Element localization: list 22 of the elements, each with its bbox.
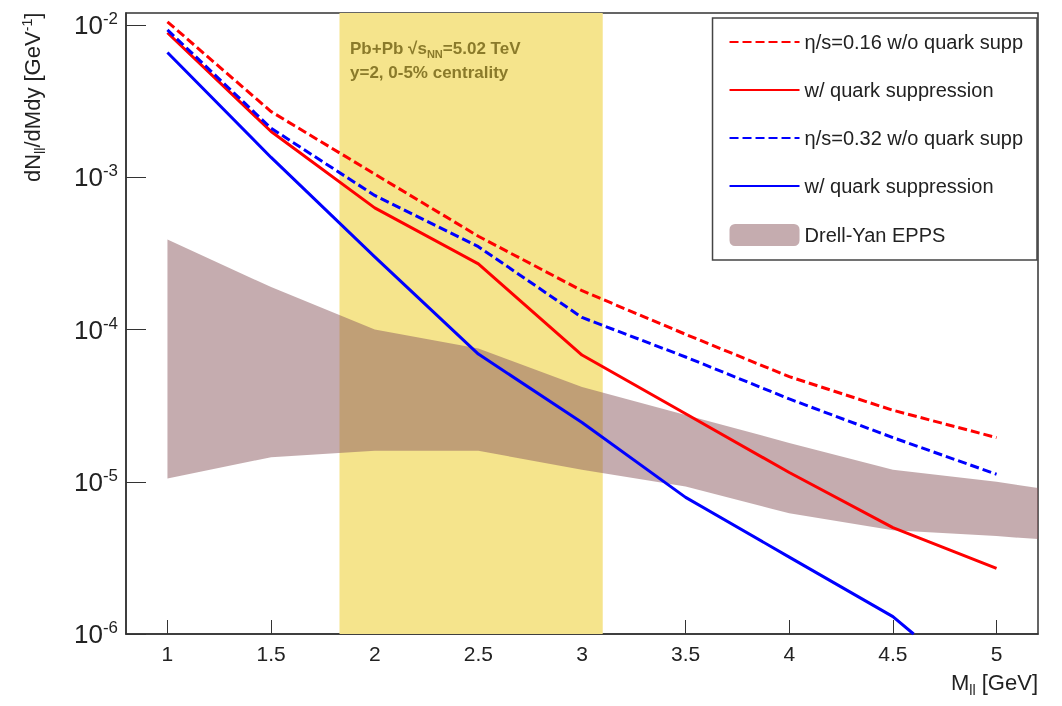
x-tick-label: 3	[576, 641, 588, 665]
x-tick-label: 5	[990, 641, 1003, 665]
annotation: Pb+Pb √s$_{NN}$=5.02 TeV	[350, 39, 521, 61]
x-tick-label: 1.5	[256, 641, 286, 665]
x-axis-title: M$_{ll}$ [GeV]	[950, 670, 1038, 699]
y-tick-label: 10$^{-6}$	[74, 618, 118, 649]
legend-label: η/s=0.32 w/o quark supp	[804, 127, 1024, 149]
x-tick-label: 1	[161, 641, 174, 665]
x-tick-label: 4	[783, 641, 796, 665]
legend-label: w/ quark suppression	[803, 175, 994, 197]
y-tick-label: 10$^{-3}$	[74, 161, 118, 193]
annotation: y=2, 0-5% centrality	[350, 63, 509, 82]
legend-label: Drell-Yan EPPS	[804, 224, 946, 246]
y-tick-label: 10$^{-4}$	[74, 313, 118, 345]
x-tick-label: 2.5	[463, 641, 493, 665]
legend-label: w/ quark suppression	[803, 79, 994, 101]
legend-label: η/s=0.16 w/o quark supp	[804, 31, 1024, 53]
y-tick-label: 10$^{-2}$	[74, 9, 118, 41]
x-tick-label: 3.5	[671, 641, 701, 665]
x-tick-label: 2	[368, 641, 381, 665]
x-tick-label: 4.5	[878, 641, 908, 665]
y-tick-label: 10$^{-5}$	[74, 466, 118, 497]
